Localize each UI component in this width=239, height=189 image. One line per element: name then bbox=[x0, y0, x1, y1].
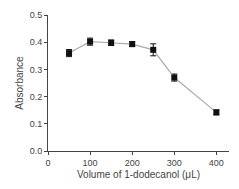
svg-text:0.2: 0.2 bbox=[30, 92, 43, 102]
svg-text:200: 200 bbox=[125, 158, 140, 168]
svg-text:400: 400 bbox=[209, 158, 224, 168]
svg-text:0: 0 bbox=[45, 158, 50, 168]
svg-text:0.3: 0.3 bbox=[30, 65, 43, 75]
svg-text:0.5: 0.5 bbox=[30, 10, 43, 20]
svg-text:300: 300 bbox=[167, 158, 182, 168]
svg-text:Volume of 1-dodecanol (μL): Volume of 1-dodecanol (μL) bbox=[77, 169, 200, 180]
svg-text:0.0: 0.0 bbox=[30, 146, 43, 156]
svg-text:Absorbance: Absorbance bbox=[14, 56, 25, 110]
svg-text:0.4: 0.4 bbox=[30, 37, 43, 47]
svg-text:0.1: 0.1 bbox=[30, 119, 43, 129]
svg-text:100: 100 bbox=[83, 158, 98, 168]
